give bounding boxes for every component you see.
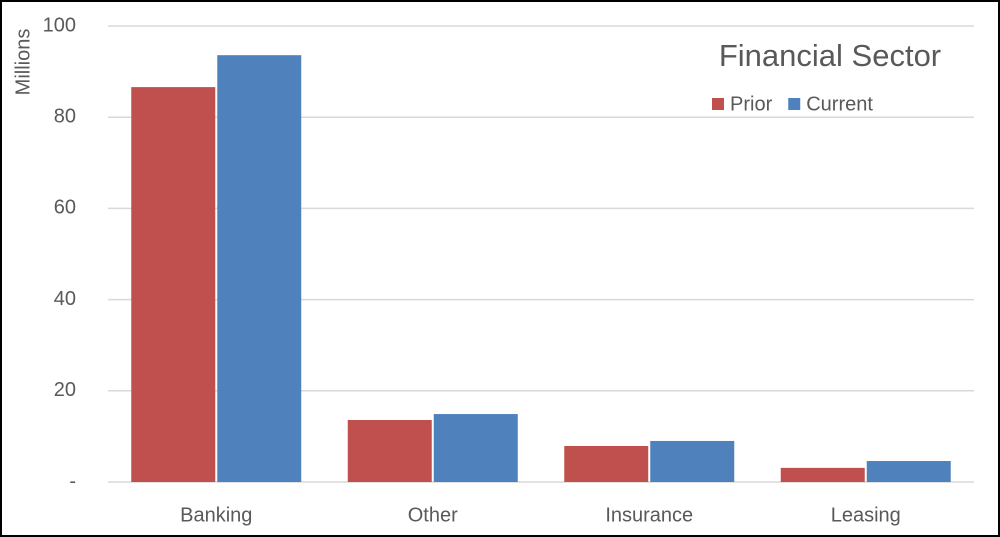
legend-label: Current xyxy=(806,93,873,115)
y-tick-label: 40 xyxy=(54,288,76,310)
bar xyxy=(347,419,432,482)
bar xyxy=(433,414,518,482)
chart-title: Financial Sector xyxy=(719,38,941,73)
x-tick-label: Insurance xyxy=(605,504,693,526)
y-tick-label: 20 xyxy=(54,379,76,401)
x-tick-label: Banking xyxy=(180,504,252,526)
bar xyxy=(866,461,951,482)
x-tick-label: Leasing xyxy=(831,504,901,526)
legend-label: Prior xyxy=(730,93,773,115)
y-tick-label: 80 xyxy=(54,105,76,127)
bar xyxy=(650,440,735,482)
y-tick-label: - xyxy=(69,470,76,492)
x-tick-label: Other xyxy=(408,504,458,526)
legend-swatch xyxy=(788,98,801,110)
legend-swatch xyxy=(712,98,724,110)
bar xyxy=(217,55,302,483)
y-axis-label: Millions xyxy=(12,29,34,96)
bar xyxy=(131,87,216,482)
bar xyxy=(564,445,649,482)
y-tick-label: 60 xyxy=(54,197,76,219)
bar xyxy=(780,467,865,482)
y-tick-label: 100 xyxy=(43,14,76,36)
